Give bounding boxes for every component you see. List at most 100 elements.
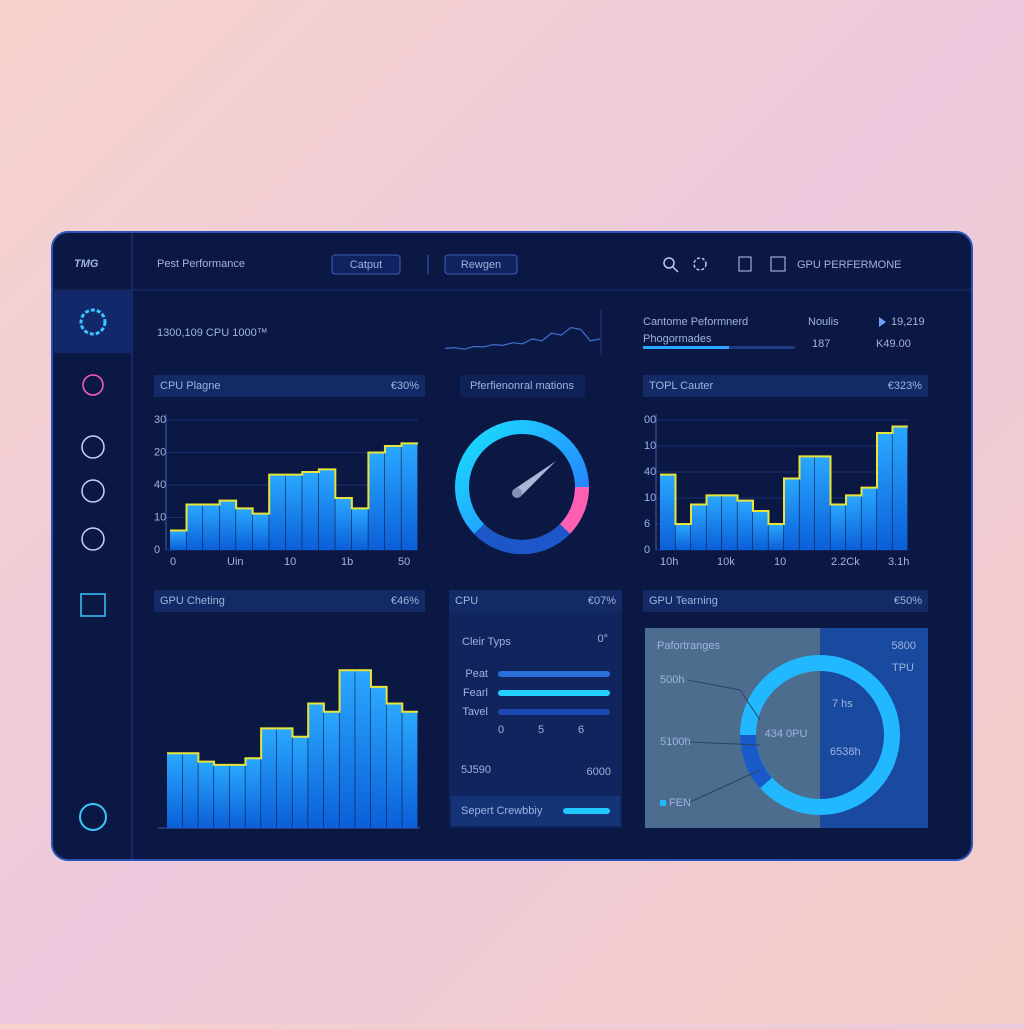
logo: TMG (74, 258, 99, 270)
donut-label: 6538h (830, 746, 861, 758)
bar (252, 513, 269, 550)
nav-icon[interactable] (81, 435, 105, 459)
card-unit: TPU (892, 662, 914, 674)
nav-icon[interactable] (81, 527, 105, 551)
y-axis-label: 10 (644, 440, 656, 452)
donut-label: FEN (669, 797, 691, 809)
nav-icon[interactable] (80, 593, 106, 617)
donut-segment (739, 734, 773, 789)
bar (269, 474, 286, 550)
panel-badge: €323% (888, 380, 922, 392)
panel-title: CPU (455, 595, 478, 607)
bar (203, 504, 219, 550)
bar (339, 670, 355, 828)
bar (368, 452, 385, 550)
panel-title: GPU Tearning (649, 595, 718, 607)
stat-subtitle: Phogormades (643, 333, 712, 345)
donut-label: 5100h (660, 736, 691, 748)
panel-badge: €07% (588, 595, 616, 607)
bar (706, 495, 722, 550)
panel-title: Pferfienonral mations (470, 380, 574, 392)
panel-header (643, 590, 928, 612)
button[interactable] (444, 254, 518, 275)
search-icon[interactable] (672, 266, 679, 273)
gauge-segment (473, 523, 571, 555)
panel-title: GPU Cheting (160, 595, 225, 607)
grid-icon[interactable] (770, 256, 786, 272)
card-side-value: 6000 (587, 766, 611, 778)
button-label[interactable]: Catput (350, 259, 382, 271)
button-label[interactable]: Rewgen (461, 259, 501, 271)
nav-icon[interactable] (79, 308, 107, 336)
gauge-needle (513, 461, 556, 497)
x-axis-label: 3.1h (888, 556, 909, 568)
bar-outline (660, 425, 908, 525)
bar (285, 474, 302, 550)
bar (261, 728, 277, 828)
panel-title: TOPL Cauter (649, 380, 714, 392)
bar (219, 500, 236, 550)
bar (892, 426, 908, 550)
gauge-segment (559, 486, 590, 534)
button[interactable] (331, 254, 401, 275)
y-axis-label: 10 (644, 492, 656, 504)
bar (182, 753, 198, 828)
bar (355, 670, 371, 828)
bar (351, 508, 368, 550)
bar-outline (167, 669, 418, 766)
progress-bar (498, 690, 610, 696)
bar (737, 500, 753, 550)
panel-header (643, 375, 928, 397)
bar (170, 530, 186, 550)
y-axis-label: 40 (154, 479, 166, 491)
x-axis-label: 0 (498, 724, 504, 736)
x-axis-label: 5 (538, 724, 544, 736)
y-axis-label: 30 (154, 414, 166, 426)
doc-icon[interactable] (738, 256, 752, 272)
x-axis-label: 1b (341, 556, 353, 568)
bar (401, 443, 418, 550)
bar (302, 472, 319, 550)
leader-line (687, 769, 761, 804)
header-title: Pest Performance (157, 258, 245, 270)
card-footer-text: Sepert Crewbbiy (461, 805, 543, 817)
bar (815, 456, 830, 550)
sparkline (444, 326, 601, 350)
nav-icon[interactable] (82, 374, 104, 396)
stat-value: 19,219 (891, 316, 925, 328)
y-axis-label: 00 (644, 414, 656, 426)
x-axis-label: 10k (717, 556, 735, 568)
x-axis-label: 10 (284, 556, 296, 568)
search-icon[interactable] (663, 257, 675, 269)
nav-icon[interactable] (81, 479, 105, 503)
bar (386, 703, 402, 828)
y-axis-label: 0 (644, 544, 650, 556)
footer-bar (563, 808, 610, 814)
panel-badge: €50% (894, 595, 922, 607)
bar (799, 456, 815, 550)
stat-label: Noulis (808, 316, 839, 328)
panel-badge: €46% (391, 595, 419, 607)
bar (292, 736, 308, 828)
headline: 1300,109 CPU 1000™ (157, 327, 268, 339)
gauge-hub (512, 488, 522, 498)
panel-badge: €30% (391, 380, 419, 392)
progress-bar (498, 709, 610, 715)
settings-icon[interactable] (693, 257, 707, 271)
bar-label: Peat (465, 668, 488, 680)
stat-value: K49.00 (876, 338, 911, 350)
x-axis-label: 2.2Ck (831, 556, 860, 568)
bar (318, 469, 335, 550)
card-subtitle: Pafortranges (657, 640, 720, 652)
bar (384, 446, 401, 550)
x-axis-label: 0 (170, 556, 176, 568)
bar (370, 686, 387, 828)
bar (198, 761, 214, 828)
y-axis-label: 0 (154, 544, 160, 556)
header-right-title: GPU PERFERMONE (797, 259, 902, 271)
panel-header (449, 590, 622, 612)
bar (308, 703, 324, 828)
bar (335, 498, 352, 550)
bar (245, 758, 261, 828)
nav-icon[interactable] (79, 803, 107, 831)
